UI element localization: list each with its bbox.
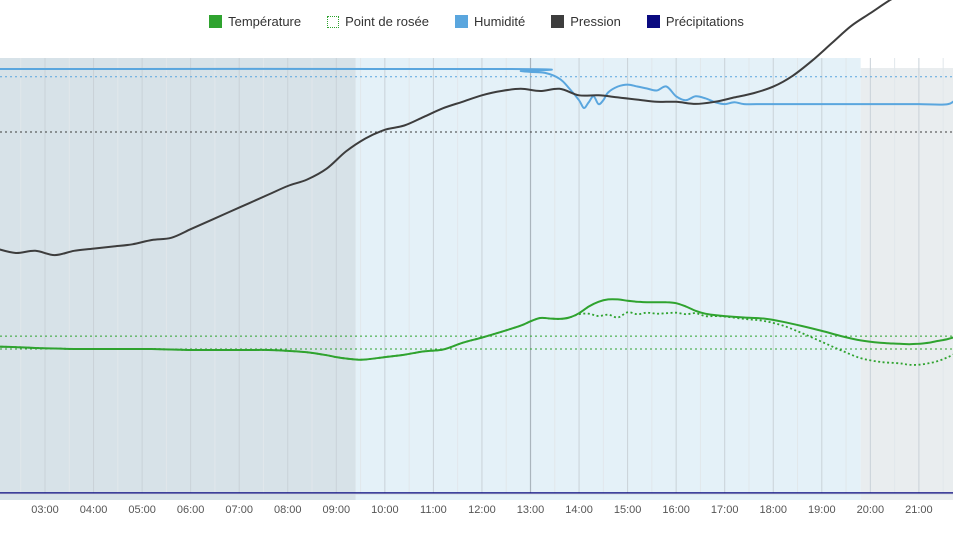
x-tick-label: 07:00	[225, 504, 253, 516]
x-tick-label: 10:00	[371, 504, 399, 516]
x-tick-label: 21:00	[905, 504, 933, 516]
background-bands	[0, 58, 953, 500]
x-tick-label: 14:00	[565, 504, 593, 516]
series-line-humidite	[0, 67, 953, 109]
day-band	[355, 58, 861, 500]
x-tick-label: 16:00	[662, 504, 690, 516]
legend-label-humidity: Humidité	[473, 14, 526, 29]
legend-item-temperature[interactable]: Température	[209, 14, 301, 29]
series-line-pression	[0, 0, 893, 257]
x-tick-label: 11:00	[420, 504, 447, 516]
legend-swatch-precipitation	[646, 15, 660, 28]
legend-swatch-pressure	[551, 15, 565, 28]
night-band-1	[0, 58, 356, 500]
x-tick-label: 06:00	[177, 504, 205, 516]
legend-label-precipitation: Précipitations	[665, 14, 744, 29]
grid-lines	[20, 58, 944, 493]
x-tick-label: 09:00	[323, 504, 351, 516]
legend-swatch-temperature	[209, 15, 223, 28]
x-axis-ticks: 03:00 04:00 05:00 06:00 07:00 08:00 09:00 10:00…	[0, 493, 953, 516]
x-tick-label: 15:00	[614, 504, 642, 516]
x-tick-label: 08:00	[274, 504, 302, 516]
night-band-2	[860, 68, 953, 500]
legend-label-dew-point: Point de rosée	[345, 14, 429, 29]
legend-label-temperature: Température	[228, 14, 302, 29]
x-tick-label: 18:00	[759, 504, 787, 516]
x-tick-label: 17:00	[711, 504, 739, 516]
series-lines	[0, 0, 953, 494]
x-tick-label: 20:00	[857, 504, 885, 516]
chart-legend: Température Point de rosée Humidité Pres…	[0, 14, 953, 29]
x-tick-label: 03:00	[31, 504, 59, 516]
legend-swatch-dew-point	[327, 15, 340, 28]
reference-lines	[0, 76, 953, 350]
x-tick-label: 19:00	[808, 504, 836, 516]
legend-label-pressure: Pression	[570, 14, 621, 29]
x-tick-label: 12:00	[468, 504, 496, 516]
x-tick-label: 04:00	[80, 504, 108, 516]
x-tick-label: 13:00	[517, 504, 545, 516]
legend-item-dew-point[interactable]: Point de rosée	[327, 14, 429, 29]
legend-item-humidity[interactable]: Humidité	[454, 14, 526, 29]
legend-item-precipitation[interactable]: Précipitations	[646, 14, 744, 29]
legend-swatch-humidity	[454, 15, 468, 28]
legend-item-pressure[interactable]: Pression	[551, 14, 621, 29]
x-tick-label: 05:00	[128, 504, 156, 516]
series-line-temperature	[0, 298, 953, 361]
